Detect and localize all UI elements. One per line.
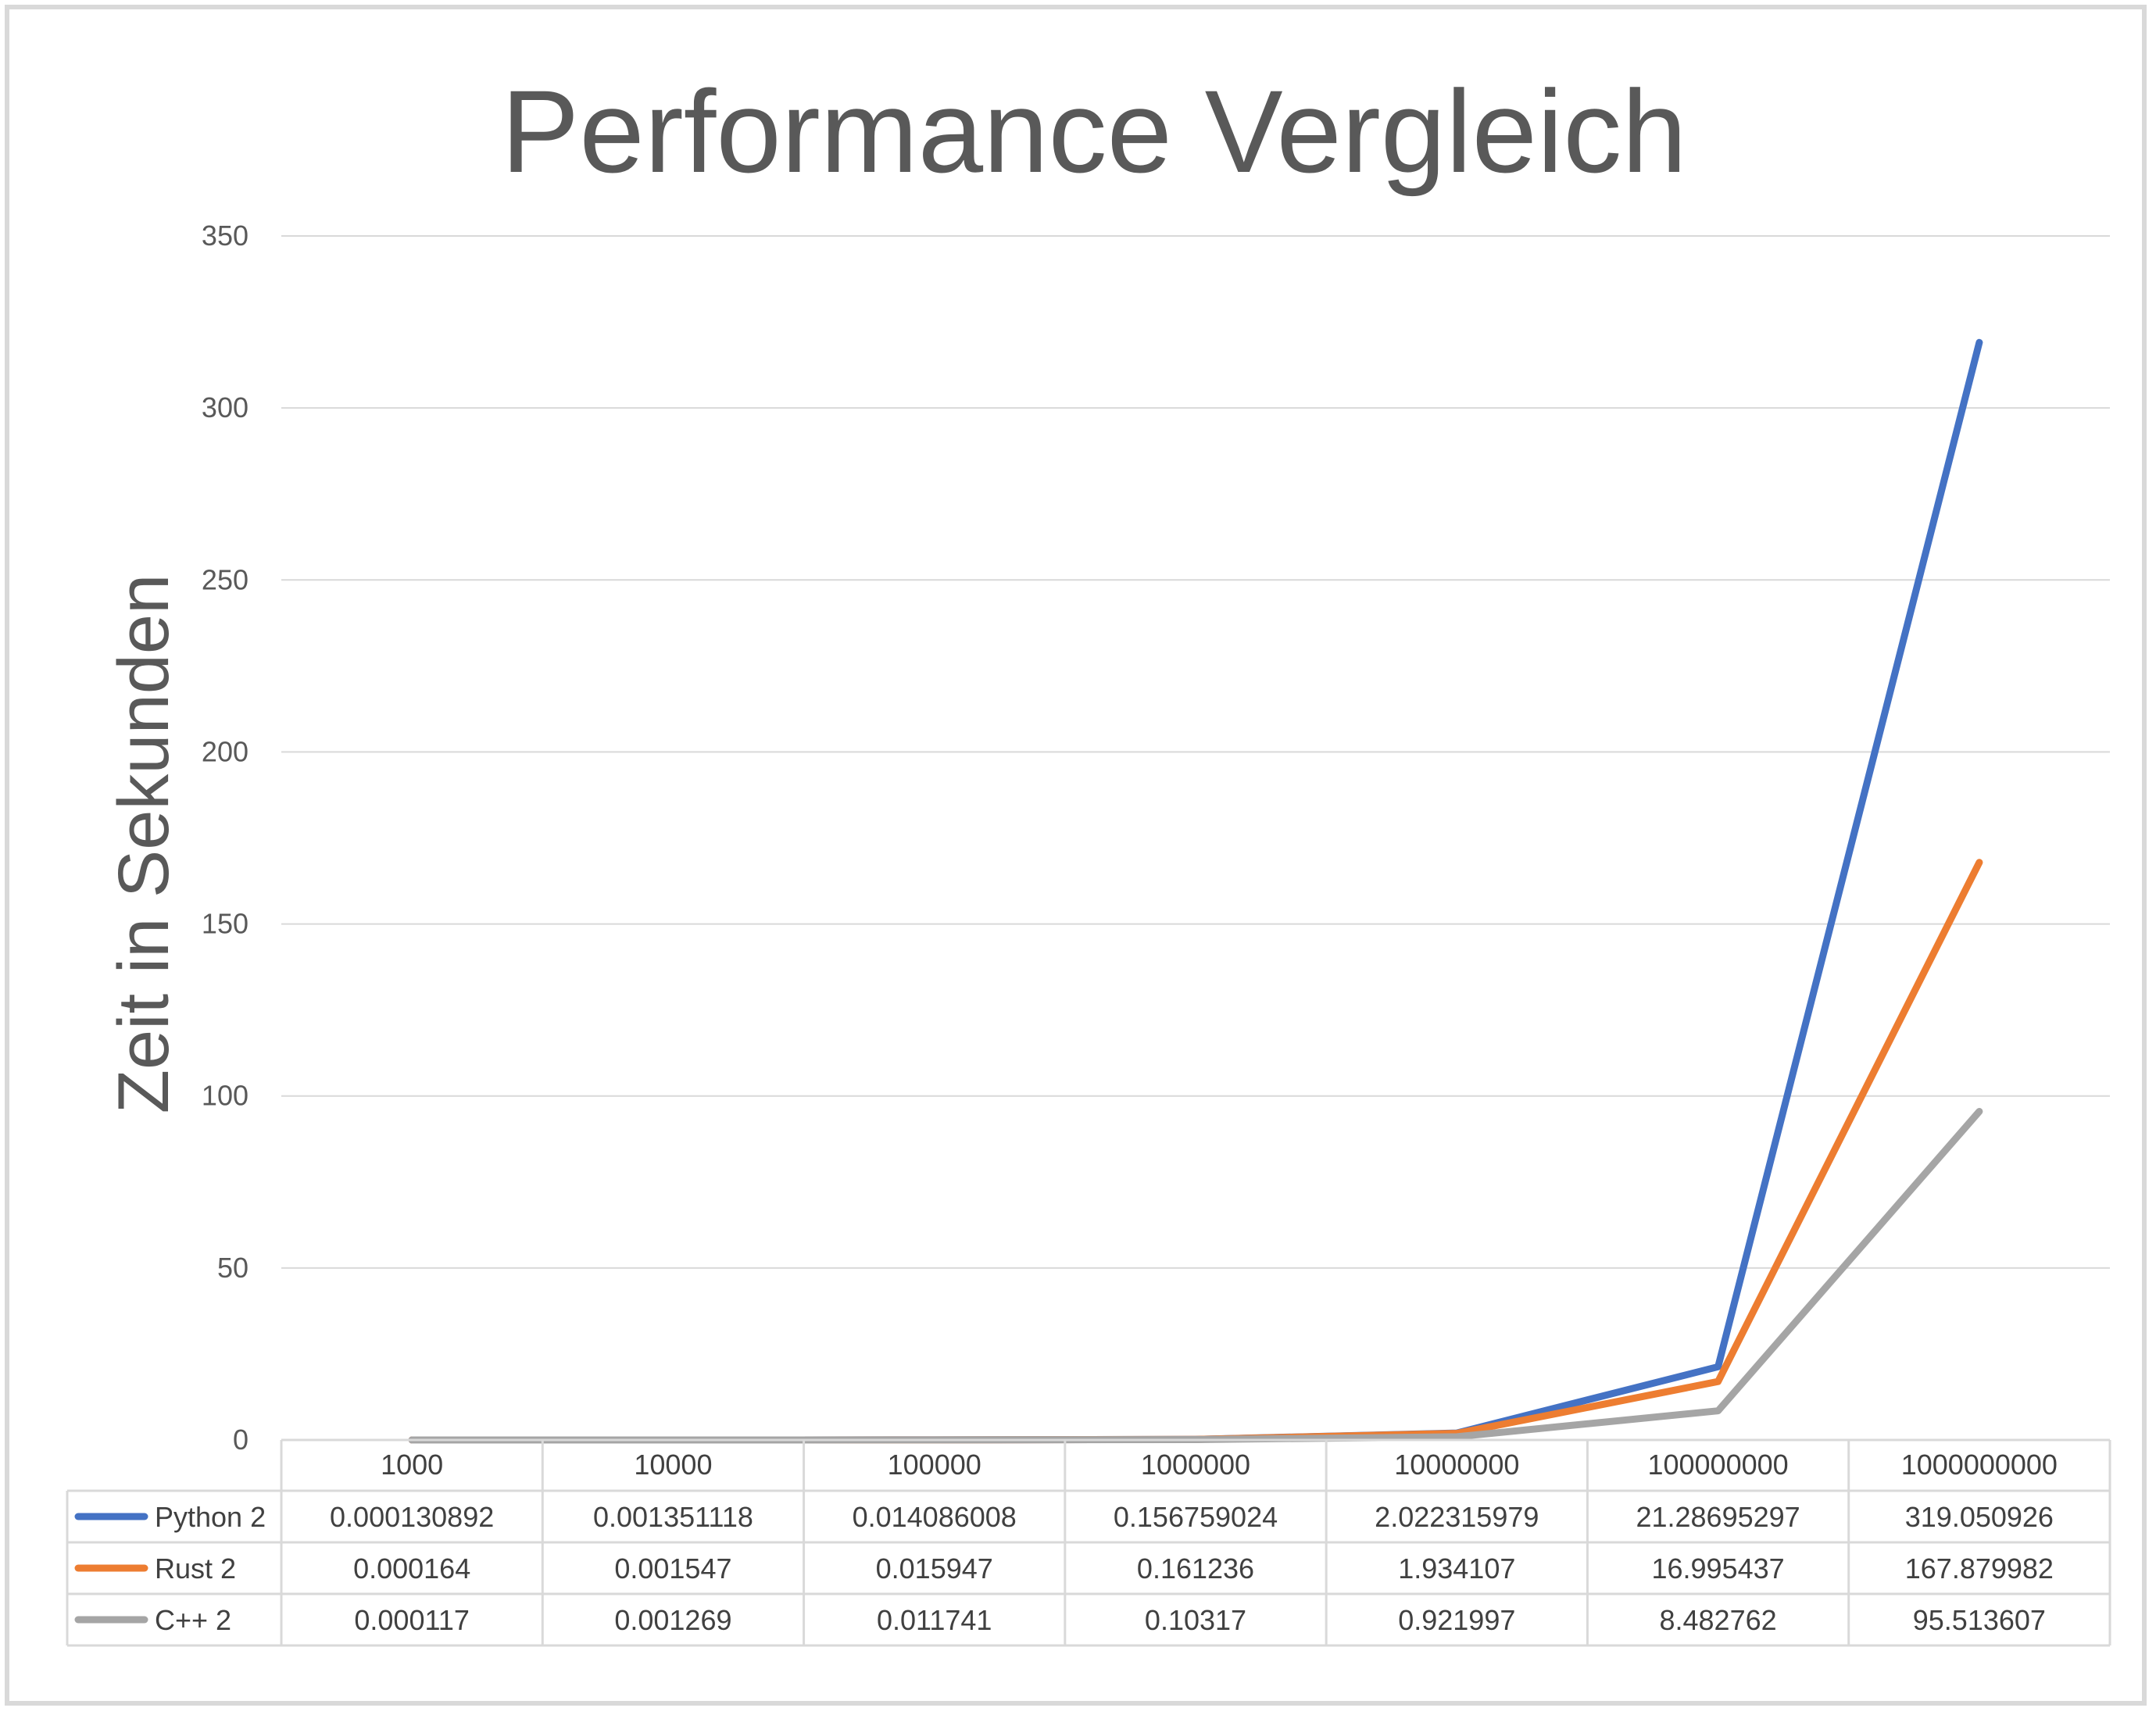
x-category-label: 100000000 <box>1647 1449 1788 1481</box>
data-table-cell: 0.011741 <box>877 1604 992 1636</box>
data-table-cell: 2.022315979 <box>1375 1501 1539 1533</box>
series-lines <box>408 338 1983 1444</box>
data-table-cell: 8.482762 <box>1659 1604 1776 1636</box>
legend-label: C++ 2 <box>155 1604 231 1636</box>
data-table-cell: 0.001269 <box>614 1604 731 1636</box>
series-line-rust-2 <box>408 859 1983 1444</box>
y-tick-label: 250 <box>202 563 248 595</box>
data-table: 1000 10000 100000 1000000 10000000 100000000 1… <box>66 1438 2111 1647</box>
gridlines <box>281 235 2110 1269</box>
y-tick-label: 300 <box>202 391 248 423</box>
x-category-label: 1000000000 <box>1901 1449 2058 1481</box>
data-table-cell: 167.879982 <box>1905 1552 2054 1585</box>
data-table-cell: 0.014086008 <box>853 1501 1017 1533</box>
y-tick-label: 200 <box>202 735 248 767</box>
y-tick-label: 50 <box>217 1252 248 1284</box>
y-tick-label: 150 <box>202 908 248 940</box>
x-category-label: 10000 <box>634 1449 712 1481</box>
y-axis-title: Zeit in Sekunden <box>104 574 184 1113</box>
chart-frame <box>5 5 2147 1706</box>
data-table-cell: 0.015947 <box>876 1552 993 1585</box>
data-table-cell: 16.995437 <box>1651 1552 1784 1585</box>
data-table-cell: 0.161236 <box>1137 1552 1254 1585</box>
y-axis-ticks: 0 50 100 150 200 250 300 350 <box>202 220 248 1456</box>
data-table-cell: 1.934107 <box>1398 1552 1515 1585</box>
data-table-cell: 95.513607 <box>1913 1604 2046 1636</box>
legend-label: Rust 2 <box>155 1552 236 1585</box>
series-line-python-2 <box>408 338 1983 1444</box>
legend-label: Python 2 <box>155 1501 266 1533</box>
x-category-label: 10000000 <box>1394 1449 1519 1481</box>
x-category-label: 1000000 <box>1141 1449 1250 1481</box>
x-category-label: 1000 <box>381 1449 443 1481</box>
x-category-label: 100000 <box>888 1449 981 1481</box>
data-table-cell: 0.921997 <box>1398 1604 1515 1636</box>
data-table-cell: 0.000117 <box>354 1604 469 1636</box>
chart-title: Performance Vergleich <box>501 66 1686 197</box>
data-table-cell: 0.10317 <box>1145 1604 1246 1636</box>
y-tick-label: 100 <box>202 1080 248 1112</box>
data-table-cell: 0.000130892 <box>330 1501 494 1533</box>
y-tick-label: 0 <box>233 1424 248 1456</box>
y-tick-label: 350 <box>202 220 248 252</box>
data-table-cell: 0.156759024 <box>1114 1501 1278 1533</box>
data-table-cell: 0.001351118 <box>593 1501 753 1533</box>
data-table-cell: 319.050926 <box>1905 1501 2054 1533</box>
data-table-cell: 0.001547 <box>614 1552 731 1585</box>
data-table-cell: 21.28695297 <box>1636 1501 1800 1533</box>
data-table-cell: 0.000164 <box>353 1552 470 1585</box>
